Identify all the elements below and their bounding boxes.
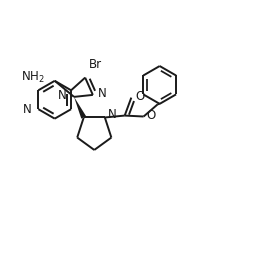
Polygon shape	[74, 97, 86, 119]
Text: N: N	[98, 87, 107, 100]
Text: N: N	[58, 89, 67, 102]
Text: NH$_2$: NH$_2$	[21, 70, 45, 85]
Text: O: O	[135, 90, 145, 103]
Text: O: O	[146, 109, 156, 122]
Text: Br: Br	[89, 58, 102, 71]
Text: N: N	[108, 108, 117, 121]
Text: N: N	[23, 103, 31, 116]
